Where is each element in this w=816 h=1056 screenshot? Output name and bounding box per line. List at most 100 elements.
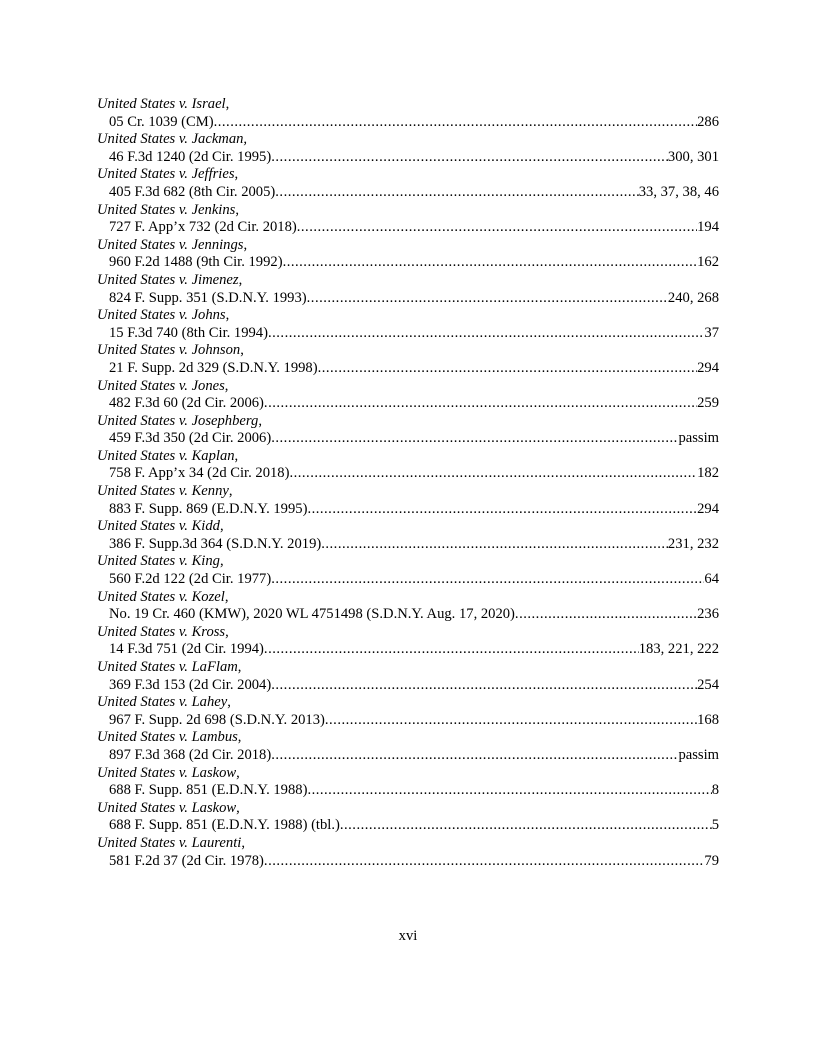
authority-entry: United States v. Laskow, 688 F. Supp. 851… xyxy=(97,800,719,835)
citation: 369 F.3d 153 (2d Cir. 2004) xyxy=(109,676,272,693)
dot-leader xyxy=(271,677,697,695)
dot-leader xyxy=(321,536,668,554)
page-references: 294 xyxy=(697,359,719,376)
page-references: 182 xyxy=(697,465,719,482)
case-name-text: United States v. Lahey xyxy=(97,694,228,711)
dot-leader xyxy=(307,290,668,308)
citation-line: 15 F.3d 740 (8th Cir. 1994) 37 xyxy=(97,325,719,343)
page-references: 183, 221, 222 xyxy=(638,641,719,658)
citation: 967 F. Supp. 2d 698 (S.D.N.Y. 2013) xyxy=(109,711,325,728)
citation: 897 F.3d 368 (2d Cir. 2018) xyxy=(109,746,272,763)
citation-line: 14 F.3d 751 (2d Cir. 1994) 183, 221, 222 xyxy=(97,641,719,659)
dot-leader xyxy=(283,254,698,272)
dot-leader xyxy=(515,606,697,624)
authority-entry: United States v. Kozel, No. 19 Cr. 460 (K… xyxy=(97,589,719,624)
comma: , xyxy=(227,694,231,711)
dot-leader xyxy=(271,430,678,448)
citation: 15 F.3d 740 (8th Cir. 1994) xyxy=(109,324,268,341)
case-name: United States v. Josephberg, xyxy=(97,413,719,431)
citation-line: 581 F.2d 37 (2d Cir. 1978) 79 xyxy=(97,853,719,871)
authority-entry: United States v. Jennings, 960 F.2d 1488 … xyxy=(97,237,719,272)
authority-entry: United States v. Jeffries, 405 F.3d 682 (… xyxy=(97,166,719,201)
comma: , xyxy=(224,377,229,394)
case-name: United States v. Jimenez, xyxy=(97,272,719,290)
dot-leader xyxy=(271,571,704,589)
authority-entry: United States v. Lambus, 897 F.3d 368 (2d… xyxy=(97,729,719,764)
dot-leader xyxy=(214,114,698,132)
citation-line: 960 F.2d 1488 (9th Cir. 1992) 162 xyxy=(97,254,719,272)
authority-entry: United States v. Jimenez, 824 F. Supp. 35… xyxy=(97,272,719,307)
case-name-text: United States v. Johns xyxy=(97,307,226,324)
case-name: United States v. Kenny, xyxy=(97,483,719,501)
authority-entry: United States v. Josephberg, 459 F.3d 350… xyxy=(97,413,719,448)
dot-leader xyxy=(264,853,704,871)
page-references: 294 xyxy=(697,500,719,517)
case-name: United States v. Johnson, xyxy=(97,342,719,360)
case-name: United States v. Jennings, xyxy=(97,237,719,255)
case-name: United States v. King, xyxy=(97,553,719,571)
case-name-text: United States v. Jeffries xyxy=(97,166,235,183)
case-name-text: United States v. Johnson xyxy=(97,342,241,359)
citation: 21 F. Supp. 2d 329 (S.D.N.Y. 1998) xyxy=(109,359,318,376)
citation-line: 21 F. Supp. 2d 329 (S.D.N.Y. 1998) 294 xyxy=(97,360,719,378)
citation-line: 727 F. App’x 732 (2d Cir. 2018) 194 xyxy=(97,219,719,237)
citation: 386 F. Supp.3d 364 (S.D.N.Y. 2019) xyxy=(109,535,322,552)
page-references: 259 xyxy=(697,395,719,412)
case-name: United States v. Laurenti, xyxy=(97,835,719,853)
authority-entry: United States v. Kenny, 883 F. Supp. 869 … xyxy=(97,483,719,518)
case-name: United States v. Lambus, xyxy=(97,729,719,747)
case-name: United States v. Johns, xyxy=(97,307,719,325)
page-references: 254 xyxy=(697,676,719,693)
page-references: 8 xyxy=(711,782,719,799)
page-references: passim xyxy=(678,746,719,763)
case-name-text: United States v. Kozel xyxy=(97,588,225,605)
comma: , xyxy=(234,447,239,464)
case-name: United States v. Jones, xyxy=(97,378,719,396)
dot-leader xyxy=(268,325,704,343)
case-name-text: United States v. Jackman, xyxy=(97,131,248,148)
page-references: 33, 37, 38, 46 xyxy=(638,183,719,200)
authority-entry: United States v. Kross, 14 F.3d 751 (2d C… xyxy=(97,624,719,659)
dot-leader xyxy=(271,747,678,765)
dot-leader xyxy=(318,360,698,378)
citation: 758 F. App’x 34 (2d Cir. 2018) xyxy=(109,465,290,482)
comma: , xyxy=(236,799,240,816)
case-name: United States v. Kidd, xyxy=(97,518,719,536)
comma: , xyxy=(234,166,239,183)
citation: 960 F.2d 1488 (9th Cir. 1992) xyxy=(109,254,283,271)
citation-line: 688 F. Supp. 851 (E.D.N.Y. 1988) (tbl.) 5 xyxy=(97,817,719,835)
authority-entry: United States v. Laurenti, 581 F.2d 37 (2… xyxy=(97,835,719,870)
case-name: United States v. Kozel, xyxy=(97,589,719,607)
citation: 46 F.3d 1240 (2d Cir. 1995) xyxy=(109,148,272,165)
dot-leader xyxy=(289,465,697,483)
citation-line: 405 F.3d 682 (8th Cir. 2005) 33, 37, 38, … xyxy=(97,184,719,202)
citation-line: 883 F. Supp. 869 (E.D.N.Y. 1995) 294 xyxy=(97,501,719,519)
page-references: passim xyxy=(678,430,719,447)
citation: 05 Cr. 1039 (CM) xyxy=(109,113,214,130)
case-name: United States v. Jackman, xyxy=(97,131,719,149)
case-name-text: United States v. Laurenti xyxy=(97,834,242,851)
comma: , xyxy=(228,483,233,500)
comma: , xyxy=(225,623,229,640)
page-references: 300, 301 xyxy=(667,148,719,165)
case-name: United States v. Lahey, xyxy=(97,694,719,712)
page-references: 236 xyxy=(697,606,719,623)
page-references: 231, 232 xyxy=(667,535,719,552)
page-references: 79 xyxy=(704,852,719,869)
authority-entry: United States v. Laskow, 688 F. Supp. 851… xyxy=(97,765,719,800)
comma: , xyxy=(237,729,242,746)
case-name: United States v. Laskow, xyxy=(97,800,719,818)
citation-line: No. 19 Cr. 460 (KMW), 2020 WL 4751498 (S… xyxy=(97,606,719,624)
authority-entry: United States v. Jenkins, 727 F. App’x 73… xyxy=(97,202,719,237)
comma: , xyxy=(235,201,239,218)
comma: , xyxy=(219,518,224,535)
dot-leader xyxy=(307,782,711,800)
comma: , xyxy=(225,96,230,112)
case-name-text: United States v. Lambus xyxy=(97,729,238,746)
table-of-authorities: United States v. Israel, 05 Cr. 1039 (CM)… xyxy=(97,96,719,870)
authority-entry: United States v. Jones, 482 F.3d 60 (2d C… xyxy=(97,378,719,413)
case-name: United States v. Kross, xyxy=(97,624,719,642)
page-references: 168 xyxy=(697,711,719,728)
page-references: 37 xyxy=(704,324,719,341)
case-name: United States v. Israel, xyxy=(97,96,719,114)
